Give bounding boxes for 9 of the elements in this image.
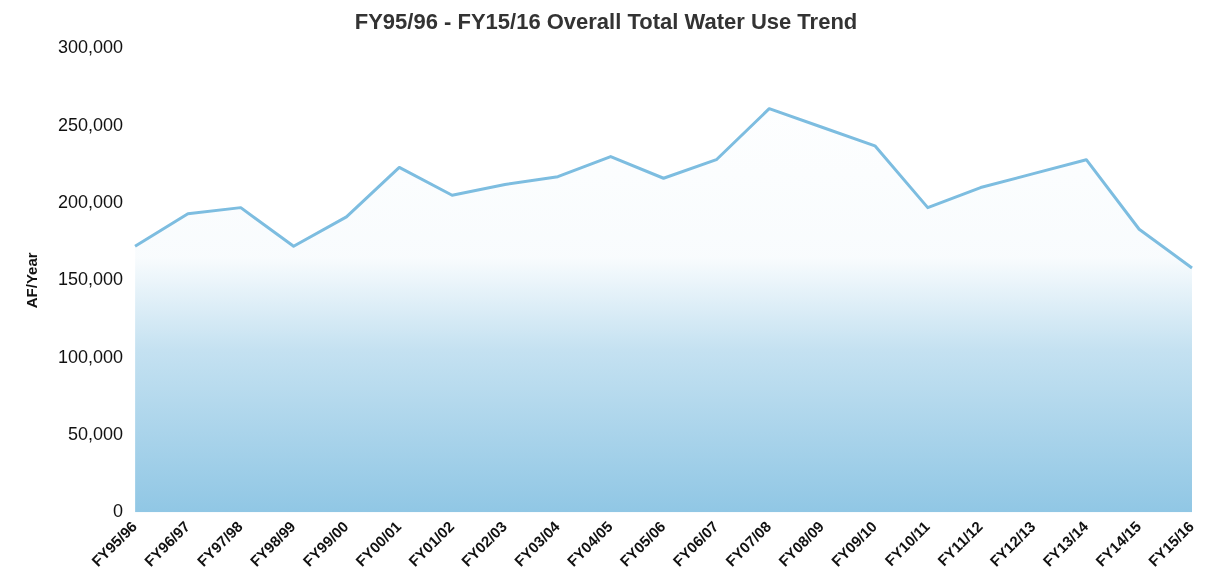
- y-tick-label: 150,000: [57, 269, 124, 290]
- y-tick-label: 300,000: [57, 37, 124, 58]
- y-tick-label: 200,000: [57, 191, 124, 212]
- y-tick-label: 250,000: [57, 114, 124, 135]
- y-tick-label: 100,000: [57, 346, 124, 367]
- y-axis-title: AF/Year: [23, 252, 41, 309]
- y-tick-label: 50,000: [68, 423, 124, 444]
- y-tick-label: 0: [113, 501, 124, 522]
- chart-title: FY95/96 - FY15/16 Overall Total Water Use Trend: [354, 9, 858, 35]
